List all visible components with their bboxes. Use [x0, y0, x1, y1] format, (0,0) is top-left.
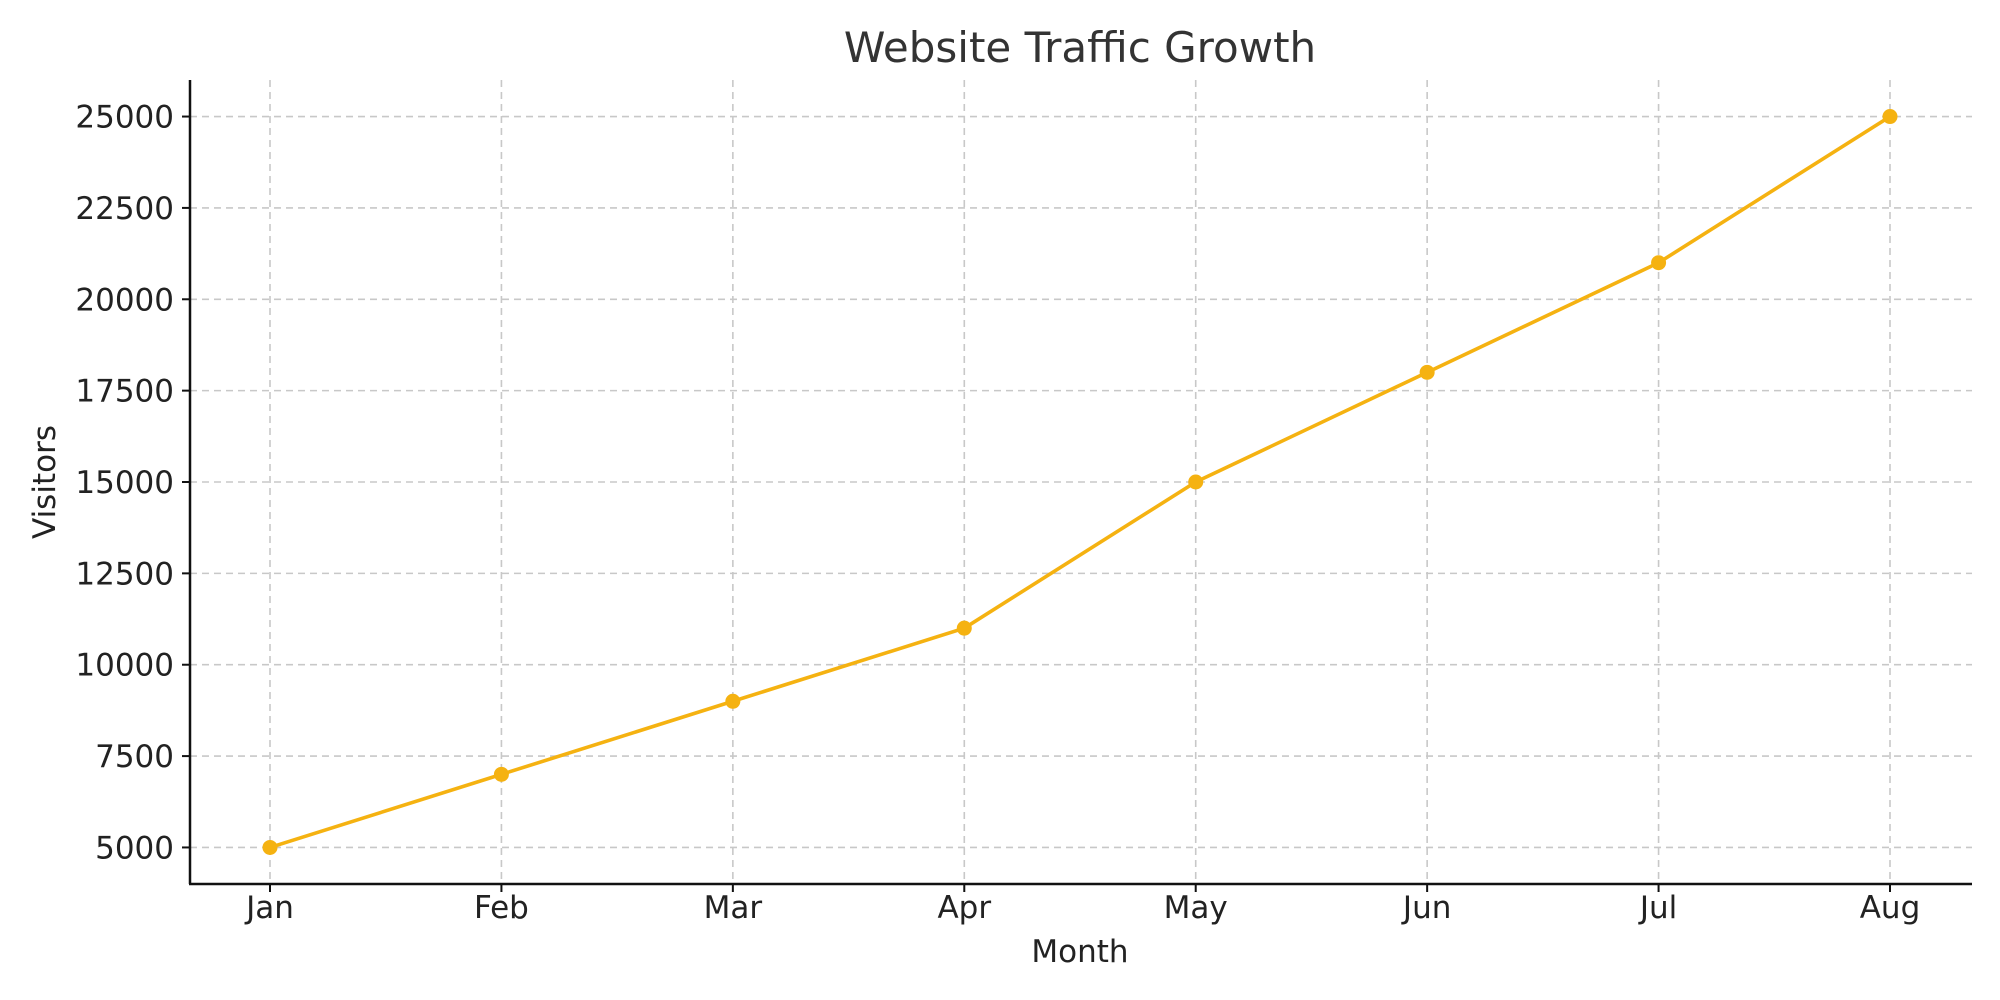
y-axis-label: Visitors — [27, 425, 63, 539]
y-tick-label: 25000 — [75, 100, 174, 136]
x-axis-label: Month — [1031, 934, 1128, 970]
y-tick-label: 10000 — [75, 648, 174, 684]
y-tick-label: 20000 — [75, 282, 174, 318]
x-tick-label: Apr — [937, 890, 991, 926]
data-point — [1188, 474, 1204, 490]
grid — [190, 80, 1972, 884]
x-axis-ticks: Jan Feb Mar Apr May Jun Jul Aug — [244, 884, 1920, 926]
y-tick-label: 5000 — [95, 830, 174, 866]
x-tick-label: Aug — [1860, 890, 1921, 926]
data-point — [725, 693, 741, 709]
data-point — [1882, 109, 1898, 125]
x-tick-label: May — [1164, 890, 1228, 926]
data-point — [1651, 255, 1667, 271]
x-tick-label: Jan — [244, 890, 294, 926]
x-tick-label: Mar — [704, 890, 763, 926]
series-line — [268, 114, 1892, 850]
y-tick-label: 15000 — [75, 465, 174, 501]
data-point — [493, 766, 509, 782]
y-tick-label: 12500 — [75, 556, 174, 592]
y-tick-label: 22500 — [75, 191, 174, 227]
x-tick-label: Jun — [1401, 890, 1451, 926]
series-layer — [262, 109, 1898, 855]
data-point — [262, 839, 278, 855]
y-tick-label: 17500 — [75, 374, 174, 410]
chart-title: Website Traffic Growth — [844, 23, 1316, 72]
data-point — [956, 620, 972, 636]
x-tick-label: Feb — [474, 890, 529, 926]
x-tick-label: Jul — [1638, 890, 1677, 926]
y-axis-ticks: 5000 7500 10000 12500 15000 17500 20000 22500 25… — [75, 100, 190, 866]
y-tick-label: 7500 — [95, 739, 174, 775]
data-point — [1419, 364, 1435, 380]
